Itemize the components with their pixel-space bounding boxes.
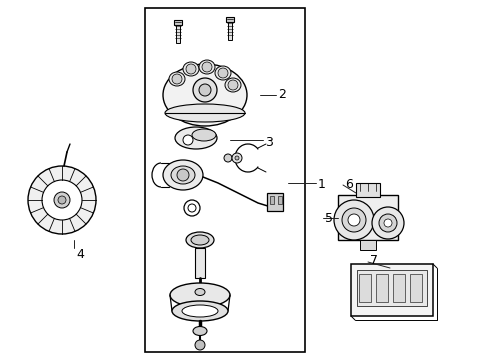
Circle shape — [177, 169, 189, 181]
Circle shape — [28, 166, 96, 234]
Circle shape — [195, 340, 205, 350]
Circle shape — [218, 68, 228, 78]
Text: 1: 1 — [318, 179, 326, 192]
Circle shape — [188, 204, 196, 212]
Ellipse shape — [175, 127, 217, 149]
Bar — [357, 270, 427, 306]
Circle shape — [379, 214, 397, 232]
Ellipse shape — [171, 166, 195, 184]
Bar — [356, 183, 380, 197]
Bar — [278, 196, 282, 204]
Bar — [174, 20, 182, 25]
Ellipse shape — [163, 160, 203, 190]
Ellipse shape — [215, 66, 231, 80]
Bar — [145, 8, 305, 352]
Ellipse shape — [186, 232, 214, 248]
Ellipse shape — [172, 301, 228, 321]
Circle shape — [342, 208, 366, 232]
Circle shape — [199, 84, 211, 96]
Ellipse shape — [182, 305, 218, 317]
Circle shape — [232, 153, 242, 163]
Text: 4: 4 — [76, 248, 84, 261]
Ellipse shape — [183, 62, 199, 76]
Bar — [410, 274, 422, 302]
Circle shape — [228, 80, 238, 90]
Circle shape — [348, 214, 360, 226]
Bar — [270, 196, 274, 204]
Bar — [176, 25, 180, 43]
Circle shape — [334, 200, 374, 240]
Bar — [228, 22, 232, 40]
Circle shape — [42, 180, 82, 220]
Circle shape — [186, 64, 196, 74]
Text: 6: 6 — [345, 179, 353, 192]
Circle shape — [235, 156, 239, 160]
Bar — [351, 264, 433, 316]
Circle shape — [372, 207, 404, 239]
Ellipse shape — [191, 235, 209, 245]
Ellipse shape — [195, 288, 205, 296]
Circle shape — [172, 74, 182, 84]
Circle shape — [224, 154, 232, 162]
Bar — [195, 248, 205, 278]
Bar — [267, 193, 283, 211]
Text: 5: 5 — [325, 211, 333, 225]
Text: 3: 3 — [265, 135, 273, 148]
Circle shape — [384, 219, 392, 227]
Ellipse shape — [225, 78, 241, 92]
Circle shape — [184, 200, 200, 216]
Text: 7: 7 — [370, 253, 378, 266]
Bar — [226, 17, 234, 22]
Ellipse shape — [170, 283, 230, 307]
Ellipse shape — [192, 129, 216, 141]
Circle shape — [183, 135, 193, 145]
Bar — [360, 240, 376, 250]
Ellipse shape — [193, 327, 207, 336]
Bar — [359, 274, 371, 302]
Circle shape — [193, 78, 217, 102]
Ellipse shape — [165, 104, 245, 122]
Circle shape — [202, 62, 212, 72]
Circle shape — [54, 192, 70, 208]
Bar — [376, 274, 388, 302]
Bar — [393, 274, 405, 302]
Bar — [338, 195, 398, 240]
Ellipse shape — [199, 60, 215, 74]
Text: 2: 2 — [278, 89, 286, 102]
Ellipse shape — [163, 64, 247, 126]
Circle shape — [58, 196, 66, 204]
Ellipse shape — [169, 72, 185, 86]
